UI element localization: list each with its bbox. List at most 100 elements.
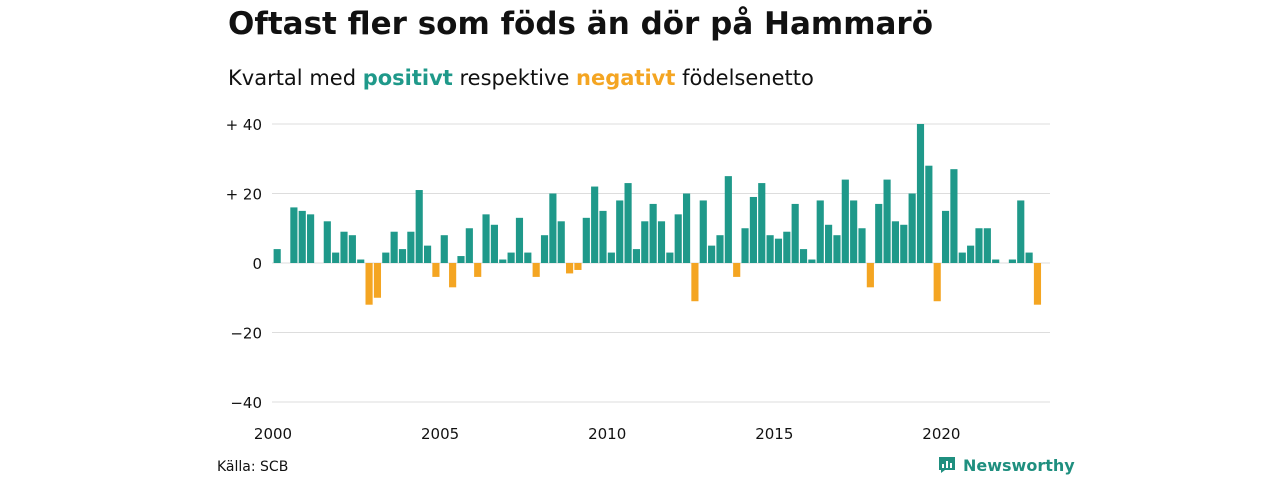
- bar: [390, 231, 398, 263]
- bar: [1008, 259, 1016, 263]
- bar: [850, 200, 858, 263]
- bar: [716, 235, 724, 263]
- bar: [582, 217, 590, 263]
- bar: [474, 263, 482, 277]
- bar: [574, 263, 582, 270]
- bar: [783, 231, 791, 263]
- bar: [515, 217, 524, 263]
- x-tick-label: 2015: [755, 425, 793, 443]
- bar: [499, 259, 507, 263]
- bar: [482, 214, 490, 263]
- bar: [691, 263, 699, 302]
- brand-name: Newsworthy: [963, 455, 1075, 475]
- bar: [641, 221, 649, 263]
- subtitle-middle: respektive: [452, 66, 577, 90]
- bar: [340, 231, 348, 263]
- subtitle-suffix: födelsenetto: [675, 66, 814, 90]
- bar: [290, 207, 298, 263]
- bar: [365, 263, 373, 305]
- bar: [975, 228, 983, 263]
- bar: [766, 235, 774, 263]
- bar: [332, 252, 340, 263]
- bar: [465, 228, 473, 263]
- bar: [774, 238, 783, 263]
- bar: [1017, 200, 1025, 263]
- bar: [323, 221, 331, 263]
- bar: [741, 228, 749, 263]
- bar: [758, 183, 766, 263]
- bar: [423, 245, 432, 264]
- bar: [992, 259, 1000, 263]
- bar: [507, 252, 515, 263]
- bar: [858, 228, 866, 263]
- x-tick-label: 2000: [254, 425, 292, 443]
- bar: [1025, 252, 1033, 263]
- y-tick-label: 0: [252, 255, 262, 273]
- bar: [724, 176, 732, 264]
- bar: [457, 256, 465, 263]
- bar: [791, 203, 799, 263]
- bar: [883, 179, 891, 263]
- bar: [808, 259, 816, 263]
- x-tick-label: 2020: [922, 425, 960, 443]
- bar: [749, 196, 757, 263]
- bar: [632, 249, 641, 263]
- bar: [825, 224, 833, 263]
- bar: [708, 245, 716, 264]
- subtitle-positive-word: positivt: [362, 66, 453, 90]
- bar: [549, 193, 557, 263]
- y-tick-label: −20: [230, 325, 262, 343]
- bar: [666, 252, 674, 263]
- bar: [983, 228, 991, 263]
- brand-logo: Newsworthy: [937, 455, 1075, 475]
- bar: [616, 200, 624, 263]
- y-tick-label: −40: [230, 394, 262, 412]
- y-tick-label: + 20: [226, 186, 262, 204]
- bar: [532, 263, 540, 277]
- bar: [357, 259, 365, 263]
- bar: [382, 252, 390, 263]
- bar: [699, 200, 707, 263]
- bar: [490, 224, 498, 263]
- bar: [841, 179, 849, 263]
- chart-subtitle: Kvartal med positivt respektive negativt…: [228, 66, 814, 90]
- bar: [908, 193, 916, 263]
- bar: [682, 193, 691, 263]
- bar: [733, 263, 741, 277]
- x-tick-label: 2010: [588, 425, 626, 443]
- bar: [624, 183, 632, 263]
- bar: [440, 235, 448, 263]
- bar: [866, 263, 874, 288]
- bar: [833, 235, 841, 263]
- bar: [967, 245, 975, 264]
- bar: [524, 252, 532, 263]
- bar: [875, 203, 883, 263]
- bar: [432, 263, 440, 277]
- chart-title: Oftast fler som föds än dör på Hammarö: [228, 6, 934, 42]
- bar: [449, 263, 457, 288]
- bar: [407, 231, 415, 263]
- bar: [816, 200, 824, 263]
- bar: [657, 221, 666, 263]
- bar: [958, 252, 966, 263]
- x-tick-label: 2005: [421, 425, 459, 443]
- bar: [373, 263, 382, 298]
- bar: [1033, 263, 1042, 305]
- bar: [599, 210, 607, 264]
- bar: [891, 221, 900, 263]
- source-label: Källa: SCB: [217, 459, 289, 475]
- bar: [566, 263, 574, 274]
- bar: [950, 169, 958, 263]
- bar: [307, 214, 315, 263]
- subtitle-negative-word: negativt: [576, 66, 676, 90]
- bar: [273, 249, 281, 263]
- bar: [540, 235, 549, 263]
- bar: [900, 224, 908, 263]
- bar: [649, 203, 657, 263]
- bar: [398, 249, 407, 263]
- bar: [415, 190, 423, 263]
- bar: [557, 221, 565, 263]
- bar: [925, 165, 933, 263]
- bar: [933, 263, 941, 302]
